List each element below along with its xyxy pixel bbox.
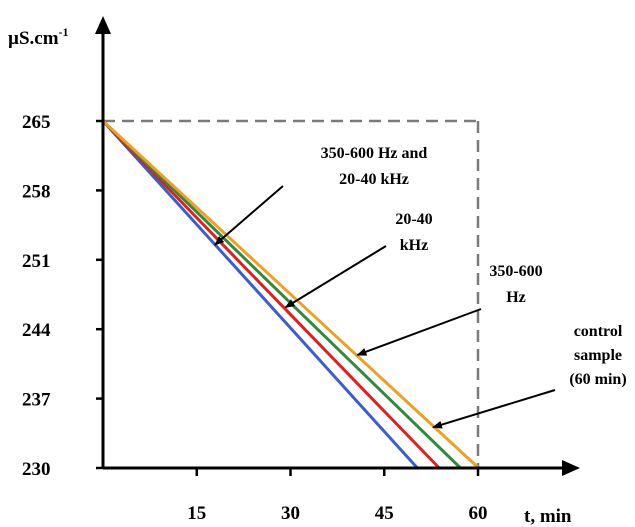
x-axis-arrow (562, 460, 580, 476)
x-tick-label-3: 60 (469, 503, 488, 524)
annotation-label-0: 350-600 Hz and 20-40 kHz (321, 145, 428, 188)
y-tick-label-5: 265 (22, 112, 51, 133)
y-tick-label-0: 230 (22, 459, 51, 480)
y-tick-label-1: 237 (22, 390, 51, 411)
series-line-1 (101, 119, 441, 470)
annotation-line-0-0: 350-600 Hz and (321, 145, 428, 162)
y-axis-title-base: µS.cm (8, 28, 59, 49)
annotation-label-2: 350-600 Hz (489, 263, 542, 306)
annotation-line-3-2: (60 min) (569, 371, 626, 388)
y-tick-label-2: 244 (22, 320, 51, 341)
x-axis-title: t, min (524, 506, 572, 527)
y-axis-arrow (95, 16, 111, 34)
annotation-arrow-3 (432, 389, 556, 429)
annotation-line-3-1: sample (574, 347, 622, 364)
reference-lines (103, 119, 480, 468)
annotation-label-1: 20-40 kHz (395, 211, 432, 254)
annotation-line-0-1: 20-40 kHz (339, 171, 409, 188)
x-tick-label-0: 15 (187, 503, 206, 524)
annotation-line-1-1: kHz (400, 237, 428, 254)
annotation-line-1-0: 20-40 (395, 211, 432, 228)
annotation-line-2-0: 350-600 (489, 263, 542, 280)
annotation-arrow-0 (214, 185, 284, 246)
annotation-line-2-1: Hz (506, 289, 526, 306)
annotation-line-3-0: control (574, 323, 623, 340)
annotation-label-3: control sample (60 min) (569, 323, 626, 388)
series-layer (101, 119, 481, 470)
y-axis-title-sup: -1 (59, 25, 69, 39)
y-axis-title: µS.cm-1 (8, 25, 69, 49)
annotation-arrow-2 (356, 308, 482, 356)
series-line-2 (101, 119, 462, 470)
x-tick-label-1: 30 (281, 503, 300, 524)
annotation-arrow-1 (284, 245, 387, 309)
x-tick-label-2: 45 (375, 503, 394, 524)
series-line-3 (101, 119, 481, 470)
y-tick-label-3: 251 (22, 251, 51, 272)
y-tick-label-4: 258 (22, 181, 51, 202)
x-ticks: 15 30 45 60 (187, 468, 488, 524)
y-ticks: 230 237 244 251 258 265 (22, 112, 103, 480)
series-line-0 (101, 119, 419, 470)
